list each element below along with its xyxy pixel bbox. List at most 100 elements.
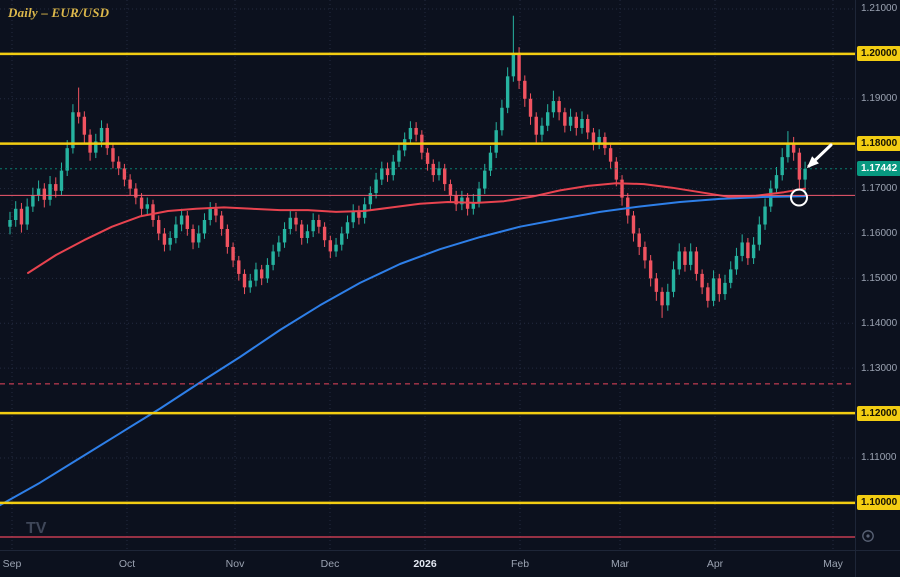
candle-down [717,278,721,295]
price-chart[interactable] [0,0,855,550]
tradingview-logo[interactable]: TV [26,520,47,537]
candle-up [14,208,18,221]
candle-down [139,197,144,209]
candle-down [431,163,435,176]
time-tick-label: Mar [610,558,630,570]
candle-down [237,260,241,274]
price-tick-label: 1.11000 [861,452,897,464]
candle-down [586,118,590,133]
candle-down [54,184,58,191]
price-label-badge: 1.20000 [857,46,900,62]
candle-down [700,273,704,288]
candle-up [374,179,378,194]
candle-up [740,242,744,256]
candle-down [157,220,161,234]
candle-down [563,112,567,126]
candle-up [391,161,395,176]
candle-up [271,251,275,265]
highlight-circle[interactable] [790,188,808,207]
candle-up [25,206,29,225]
candle-down [654,278,659,292]
candle-down [294,217,298,225]
candle-down [746,242,750,259]
candle-down [42,188,47,200]
candle-up [437,168,441,176]
candle-up [174,224,178,238]
slow-ma-line[interactable] [0,195,806,507]
candle-down [591,132,596,144]
time-axis[interactable]: Sep Oct Nov Dec 2026 Feb Mar Apr May [0,550,855,577]
candle-down [637,233,641,247]
candle-up [408,127,413,140]
candle-down [76,112,81,117]
candle-down [322,226,327,241]
candle-up [208,208,212,221]
candle-up [94,141,98,153]
candle-down [185,215,190,229]
candle-up [65,148,69,171]
candle-up [145,204,149,209]
candle-up [677,251,681,270]
fast-ma-line[interactable] [27,182,806,274]
candle-up [288,217,292,229]
time-tick-label: Nov [225,558,245,570]
price-tick-label: 1.15000 [861,272,898,284]
candle-up [179,215,184,225]
candle-down [443,168,447,185]
candle-up [540,125,544,135]
candle-down [631,215,636,234]
price-tick-label: 1.14000 [861,317,898,329]
price-label-badge: 1.12000 [857,405,900,421]
candle-up [248,280,252,288]
candle-up [688,251,693,265]
horizontal-level-lines[interactable] [0,52,855,538]
candle-up [71,112,75,149]
candle-down [425,152,430,164]
candle-down [242,273,247,288]
candle-up [757,224,762,245]
candle-up [282,228,287,243]
candle-up [671,269,676,292]
candle-up [774,175,779,189]
candle-down [357,211,361,218]
candle-up [340,233,344,245]
candle-up [780,157,784,176]
annotations[interactable] [790,143,833,207]
candle-down [694,251,699,274]
candle-up [494,130,498,153]
candle-down [626,197,630,216]
candle-up [368,193,373,205]
candle-down [454,195,458,205]
price-scale-mode-icon[interactable] [860,528,876,544]
candle-up [803,168,807,180]
candle-up [483,170,487,189]
candle-up [345,222,350,234]
chart-plot-area[interactable]: Daily – EUR/USD TV [0,0,855,550]
candle-down [528,98,533,117]
axis-corner[interactable] [855,550,900,577]
candle-down [648,260,653,279]
time-tick-label: Dec [320,558,340,570]
candle-up [723,282,727,295]
candle-up [505,76,510,108]
candle-down [151,204,155,221]
candle-down [162,233,167,245]
candle-up [197,233,201,243]
candle-up [202,220,207,234]
candle-down [608,148,613,162]
candle-up [471,202,476,209]
candle-down [683,251,687,265]
candle-up [8,220,12,227]
candle-down [557,101,561,113]
candle-up [488,152,493,171]
candle-down [643,246,647,261]
candle-up [305,231,310,238]
price-tick-label: 1.19000 [861,93,898,105]
time-tick-label: Oct [118,558,136,570]
candle-up [48,184,52,200]
candle-up [265,264,270,279]
candle-up [666,291,670,306]
candle-down [300,224,304,238]
price-axis[interactable]: 1.21000 1.20000 1.19000 1.18000 1.17442 1.170… [855,0,900,550]
